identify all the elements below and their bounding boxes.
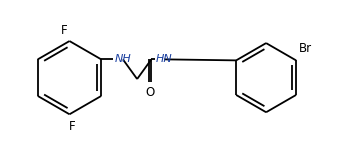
Text: F: F	[69, 120, 76, 133]
Text: Br: Br	[299, 42, 312, 55]
Text: HN: HN	[156, 54, 172, 64]
Text: F: F	[61, 24, 68, 37]
Text: O: O	[145, 86, 155, 100]
Text: NH: NH	[115, 54, 131, 64]
